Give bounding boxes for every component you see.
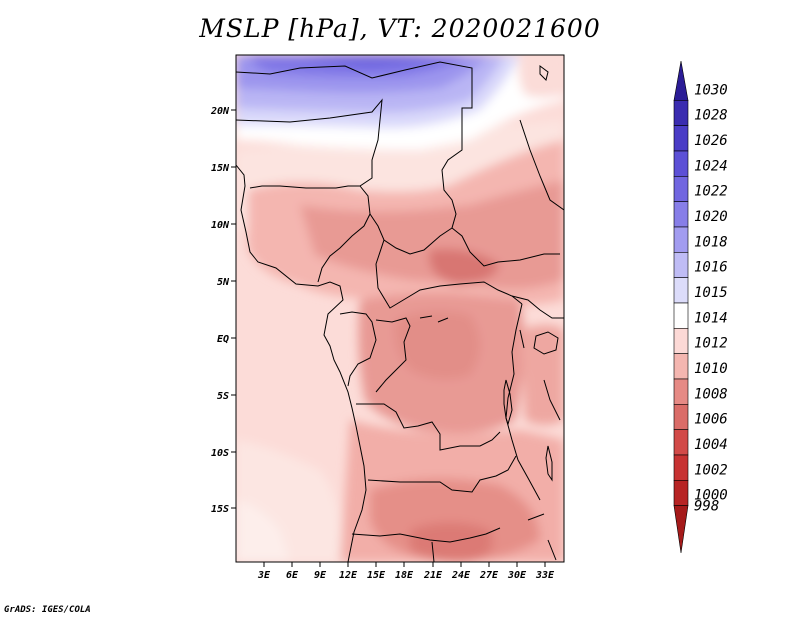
north-borders: [236, 61, 473, 125]
colorbar-label: 1030: [694, 82, 728, 98]
colorbar-label: 1018: [694, 234, 728, 250]
colorbar-label: 1024: [694, 158, 728, 174]
colorbar-label: 1015: [694, 285, 728, 301]
lat-label-15s: 15S: [211, 504, 229, 515]
lat-label-10n: 10N: [211, 220, 230, 231]
lake-victoria: [533, 331, 559, 355]
colorbar-swatch: [673, 226, 689, 253]
congo-river-lakes: [419, 315, 525, 349]
colorbar-label: 1020: [694, 209, 728, 225]
lake-malawi: [545, 445, 553, 482]
lon-label-15e: 15E: [367, 570, 386, 581]
colorbar-label: 1022: [694, 184, 728, 200]
gabon-congo: [339, 311, 377, 387]
colorbar-swatch: [673, 60, 689, 101]
colorbar-swatch: [673, 480, 689, 506]
lon-label-30e: 30E: [507, 570, 527, 581]
niger-chad: [236, 98, 383, 189]
colorbar-swatch: [673, 505, 689, 554]
lon-label-3e: 3E: [257, 570, 271, 581]
west-africa-coast: [236, 164, 367, 562]
east-border: [505, 303, 541, 501]
lat-label-10s: 10S: [211, 448, 229, 459]
colorbar-swatch: [673, 378, 689, 405]
drc-west: [375, 317, 411, 393]
colorbar-label: 1000: [694, 488, 728, 504]
longitude-axis: [263, 562, 546, 567]
angola-namibia-zambia: [367, 455, 517, 493]
map-title: MSLP [hPa], VT: 2020021600: [199, 14, 601, 43]
drc-angola: [356, 403, 501, 451]
colorbar-swatch: [673, 454, 689, 481]
lat-label-5s: 5S: [217, 391, 229, 402]
ethiopia-sudan: [519, 119, 564, 211]
pressure-field: [236, 55, 564, 562]
colorbar-swatch: [673, 201, 689, 228]
lon-label-24e: 24E: [451, 570, 471, 581]
lon-label-12e: 12E: [339, 570, 358, 581]
lon-label-6e: 6E: [286, 570, 299, 581]
colorbar-swatch: [673, 252, 689, 278]
colorbar-label: 1014: [694, 310, 728, 326]
colorbar-swatch: [673, 404, 689, 430]
lat-label-20n: 20N: [210, 106, 230, 117]
colorbar-label: 1004: [694, 437, 728, 453]
lat-label-eq: EQ: [217, 334, 229, 345]
east-south-coast: [527, 379, 561, 561]
colorbar-swatch: [673, 100, 689, 126]
colorbar-label: 1008: [694, 386, 728, 402]
cameroon-car: [369, 213, 453, 255]
southern-border: [431, 541, 435, 562]
latitude-axis: [231, 109, 236, 509]
car-south: [375, 239, 523, 309]
colorbar-label: 1026: [694, 133, 728, 149]
colorbar: 1030 1028 1026 1024 1022 1020 1018 1016 1015 1014…: [673, 60, 728, 554]
red-sea-coast: [539, 65, 549, 81]
colorbar-label: 1006: [694, 412, 728, 428]
colorbar-label: 998: [694, 499, 719, 515]
colorbar-label: 1016: [694, 260, 728, 276]
colorbar-swatch: [673, 328, 689, 354]
lon-label-21e: 21E: [423, 570, 443, 581]
lat-label-5n: 5N: [217, 277, 230, 288]
colorbar-label: 1010: [694, 361, 728, 377]
lon-label-33e: 33E: [535, 570, 555, 581]
lon-label-9e: 9E: [314, 570, 327, 581]
botswana-zim: [351, 527, 501, 543]
colorbar-swatch: [673, 429, 689, 456]
colorbar-swatch: [673, 277, 689, 304]
map-frame: [235, 54, 565, 563]
coastlines-borders: [236, 61, 564, 562]
lon-label-27e: 27E: [479, 570, 499, 581]
colorbar-swatch: [673, 176, 689, 202]
nigeria-cameroon: [317, 185, 371, 283]
colorbar-swatch: [673, 353, 689, 380]
colorbar-swatch: [673, 302, 689, 329]
east-africa-borders: [511, 295, 564, 319]
colorbar-label: 1028: [694, 108, 728, 124]
colorbar-label: 1002: [694, 462, 728, 478]
lat-label-15n: 15N: [211, 163, 230, 174]
grads-credit: GrADS: IGES/COLA: [4, 605, 91, 615]
lon-label-18e: 18E: [395, 570, 414, 581]
colorbar-swatch: [673, 125, 689, 152]
colorbar-label: 1012: [694, 336, 728, 352]
lake-tanganyika: [503, 379, 513, 426]
colorbar-swatch: [673, 150, 689, 177]
